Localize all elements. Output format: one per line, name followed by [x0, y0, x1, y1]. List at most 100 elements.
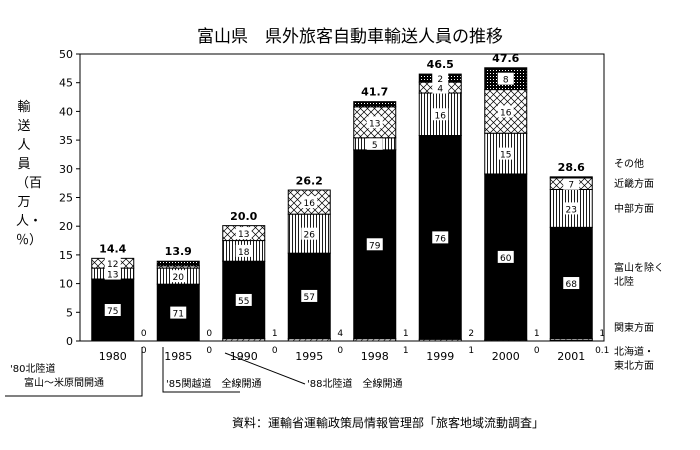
y-tick-label: 15: [59, 249, 73, 262]
y-tick-label: 45: [59, 77, 73, 90]
kanto-label: 1: [599, 329, 605, 339]
note-1988-line: [224, 352, 306, 385]
data-label-bg: [170, 270, 187, 283]
data-label: 26: [304, 231, 316, 241]
total-label: 28.6: [558, 161, 585, 174]
data-label-bg: [432, 231, 449, 244]
data-label-bg: [301, 289, 318, 302]
data-label: 15: [500, 151, 511, 161]
data-label: 7: [568, 181, 574, 191]
kanto-label: 1: [403, 329, 409, 339]
hokkaido-label: 1: [403, 346, 409, 356]
data-label: 13: [107, 271, 118, 281]
total-label: 26.2: [296, 175, 323, 188]
data-label: 8: [503, 76, 509, 86]
legend-hokkaido-line-1: 北海道・: [614, 347, 654, 358]
y-tick-label: 40: [59, 105, 73, 118]
data-label: 60: [500, 254, 512, 264]
data-label: 12: [107, 260, 118, 270]
y-tick-label: 35: [59, 134, 73, 147]
hokkaido-label: 0.1: [595, 346, 609, 356]
data-label-bg: [366, 238, 383, 251]
data-label: 55: [238, 297, 249, 307]
legend-other: その他: [614, 159, 644, 170]
data-label: 13: [369, 119, 380, 129]
data-label-bg: [432, 72, 449, 85]
chart-title: 富山県 県外旅客自動車輸送人員の推移: [197, 27, 503, 47]
kanto-label: 0: [206, 329, 212, 339]
hokkaido-label: 0: [337, 346, 343, 356]
hokkaido-label: 0: [272, 346, 278, 356]
data-label: 71: [173, 310, 184, 320]
note-1985-line-1: '85関越道 全線開通: [166, 379, 262, 390]
data-label-bg: [432, 81, 449, 94]
kanto-label: 0: [141, 329, 147, 339]
data-label: 75: [107, 307, 118, 317]
data-label-bg: [366, 137, 383, 150]
y-tick-label: 0: [66, 335, 73, 348]
data-label: 76: [435, 234, 447, 244]
hokkaido-label: 0: [206, 346, 212, 356]
x-tick-label: 1998: [361, 350, 389, 363]
kanto-label: 1: [534, 329, 540, 339]
data-label: 16: [435, 111, 447, 121]
kanto-label: 1: [272, 329, 278, 339]
hokkaido-label: 1: [468, 346, 474, 356]
bar-segment: [353, 101, 397, 108]
total-label: 13.9: [165, 245, 192, 258]
data-label: 2: [437, 75, 443, 85]
total-label: 20.0: [230, 210, 257, 223]
data-label-bg: [104, 267, 121, 280]
data-label: 4: [437, 85, 443, 95]
data-label-bg: [366, 116, 383, 129]
note-1980-bracket: [5, 347, 143, 397]
x-tick-label: 1999: [426, 350, 454, 363]
legend-hokkaido-line-2: 東北方面: [614, 361, 654, 372]
legend-hokuriku-line-2: 北陸: [614, 277, 634, 288]
data-label-bg: [104, 257, 121, 270]
legend-kanto: 関東方面: [614, 323, 654, 334]
hokkaido-label: 0: [141, 346, 147, 356]
data-label: 68: [566, 280, 578, 290]
total-label: 41.7: [361, 86, 388, 99]
data-label: 13: [238, 230, 249, 240]
data-label: 20: [173, 273, 185, 283]
legend-chubu: 中部方面: [614, 204, 654, 215]
legend-hokkaido-tohoku: 北海道・ 東北方面: [614, 346, 654, 374]
x-tick-label: 2000: [492, 350, 520, 363]
data-label-bg: [104, 304, 121, 317]
source-note: 資料：運輸省運輸政策局情報管理部「旅客地域流動調査」: [232, 416, 545, 430]
data-label-bg: [301, 196, 318, 209]
note-1980-line-2: 富山〜米原間開通: [24, 378, 104, 389]
data-label-bg: [235, 227, 252, 240]
data-label: 57: [304, 293, 315, 303]
note-1985-bracket: [162, 347, 240, 393]
bar-segment: [156, 260, 200, 267]
legend-kinki: 近畿方面: [614, 179, 654, 190]
data-label-bg: [432, 108, 449, 121]
data-label-bg: [497, 250, 514, 263]
x-tick-label: 1980: [99, 350, 127, 363]
hokkaido-label: 0: [534, 346, 540, 356]
data-label-bg: [497, 72, 514, 85]
total-label: 47.6: [492, 52, 519, 65]
data-label-bg: [497, 105, 514, 118]
note-1988: '88北陸道 全線開通: [307, 378, 402, 392]
legend-hokuriku-line-1: 富山を除く: [614, 263, 664, 274]
y-tick-label: 20: [59, 220, 73, 233]
note-1988-line-1: '88北陸道 全線開通: [307, 379, 403, 390]
data-label: 23: [566, 205, 577, 215]
note-1985: '85関越道 全線開通: [166, 378, 261, 392]
data-label-bg: [563, 177, 580, 190]
x-tick-label: 1990: [230, 350, 258, 363]
y-tick-label: 5: [66, 306, 73, 319]
data-label-bg: [235, 244, 252, 257]
data-label-bg: [301, 227, 318, 240]
y-tick-label: 10: [59, 278, 73, 291]
data-label-bg: [170, 306, 187, 319]
legend-hokuriku: 富山を除く 北陸: [614, 262, 664, 290]
x-tick-label: 2001: [557, 350, 585, 363]
data-label-bg: [563, 202, 580, 215]
